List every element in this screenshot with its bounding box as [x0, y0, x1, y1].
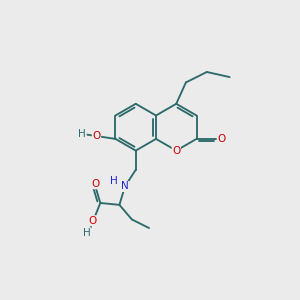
Text: H: H [83, 228, 91, 238]
Text: H: H [78, 129, 86, 139]
Text: N: N [121, 182, 129, 191]
Text: H: H [110, 176, 117, 186]
Text: O: O [172, 146, 180, 156]
Text: O: O [88, 216, 96, 226]
Text: O: O [91, 179, 99, 189]
Text: O: O [218, 134, 226, 144]
Text: O: O [92, 131, 101, 141]
